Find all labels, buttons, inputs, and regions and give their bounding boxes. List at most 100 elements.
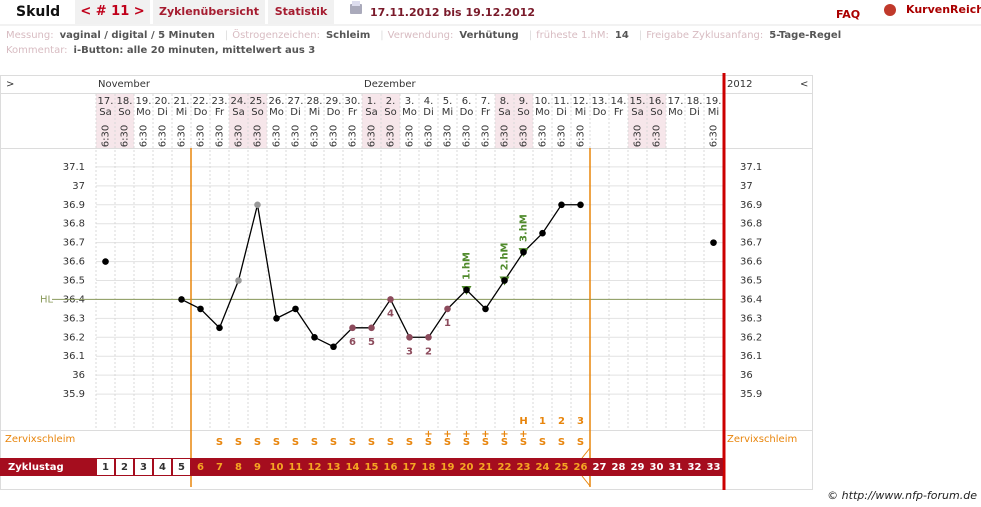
time-label: 6:30 [386, 125, 397, 147]
date-label: 25. [250, 96, 266, 107]
cycle-day: 19 [441, 462, 455, 473]
weekday-label: Di [423, 107, 433, 118]
date-label: 14. [611, 96, 627, 107]
mucus-symbol: S [235, 437, 242, 448]
date-label: 22. [193, 96, 209, 107]
cycle-day: 28 [612, 462, 626, 473]
temperature-point [577, 201, 584, 209]
weekday-label: So [384, 107, 396, 118]
info-value: Verhütung [459, 30, 519, 41]
weekday-label: So [517, 107, 529, 118]
faq-link[interactable]: FAQ [836, 8, 861, 21]
peak-label: 1 [539, 416, 546, 427]
low-label: 4 [387, 308, 394, 319]
mucus-symbol: S [501, 437, 508, 448]
date-label: 17. [668, 96, 684, 107]
cycle-day: 22 [498, 462, 512, 473]
cycle-day: 16 [384, 462, 398, 473]
weekday-label: Sa [631, 107, 643, 118]
mucus-symbol: S [463, 437, 470, 448]
cycle-day: 33 [707, 462, 721, 473]
weekday-label: Do [460, 107, 474, 118]
separator: | [528, 30, 533, 41]
y-tick-label: 37.1 [740, 162, 762, 173]
comment-line: Kommentar: i-Button: alle 20 minuten, mit… [6, 45, 325, 56]
logo-icon [884, 4, 896, 16]
date-label: 8. [500, 96, 510, 107]
temperature-point [178, 296, 185, 303]
low-label: 1 [444, 318, 451, 329]
cycle-cell [173, 459, 190, 475]
mucus-symbol: S [482, 437, 489, 448]
temperature-point [444, 305, 451, 313]
date-label: 19. [706, 96, 722, 107]
y-tick-label: 36.5 [740, 276, 762, 287]
y-tick-label: 36.1 [63, 351, 85, 362]
time-label: 6:30 [462, 125, 473, 147]
mucus-label: Zervixschleim [727, 434, 797, 445]
date-label: 18. [117, 96, 133, 107]
cycle-day: 11 [289, 462, 303, 473]
cycle-day: 9 [254, 462, 261, 473]
info-line: Messung: vaginal / digital / 5 Minuten | Ös… [6, 30, 851, 41]
time-label: 6:30 [101, 125, 112, 147]
hm-label: 1.hM [462, 252, 473, 280]
time-label: 6:30 [538, 125, 549, 147]
date-label: 6. [462, 96, 472, 107]
separator: | [638, 30, 643, 41]
mucus-symbol: S [406, 437, 413, 448]
weekday-label: So [251, 107, 263, 118]
year: 2012 [727, 79, 752, 90]
weekday-label: Sa [498, 107, 510, 118]
info-label: Verwendung: [387, 30, 454, 41]
date-label: 12. [573, 96, 589, 107]
weekend-shade [115, 94, 134, 148]
hm-label: 2.hM [500, 243, 511, 271]
mucus-plus: + [481, 429, 489, 440]
period: 17.11.2012 bis 19.12.2012 [370, 6, 536, 19]
temperature-point [463, 286, 470, 294]
weekday-label: Mo [402, 107, 417, 118]
date-label: 23. [212, 96, 228, 107]
info-value: vaginal / digital / 5 Minuten [59, 30, 215, 41]
time-label: 6:30 [557, 125, 568, 147]
cycle-day: 17 [403, 462, 417, 473]
weekday-label: Sa [99, 107, 111, 118]
mucus-symbol: S [273, 437, 280, 448]
info-value: 5-Tage-Regel [769, 30, 842, 41]
y-tick-label: 36 [740, 370, 753, 381]
low-label: 5 [368, 337, 375, 348]
date-label: 3. [405, 96, 415, 107]
tab[interactable]: Statistik [268, 0, 334, 24]
date-label: 7. [481, 96, 491, 107]
temperature-point [254, 201, 261, 209]
mucus-symbol: S [425, 437, 432, 448]
cycle-day: 20 [460, 462, 474, 473]
time-label: 6:30 [120, 125, 131, 147]
mucus-label: Zervixschleim [5, 434, 75, 445]
temperature-point [368, 324, 375, 332]
info-label: Messung: [6, 30, 54, 41]
cycle-day: 15 [365, 462, 379, 473]
print-icon[interactable] [350, 4, 362, 14]
y-tick-label: 35.9 [63, 389, 85, 400]
mucus-symbol: S [216, 437, 223, 448]
time-label: 6:30 [215, 125, 226, 147]
low-label: 3 [406, 346, 413, 357]
mucus-symbol: S [254, 437, 261, 448]
y-tick-label: 36 [72, 370, 85, 381]
logo-text[interactable]: KurvenReich [906, 3, 981, 16]
temperature-point [425, 333, 432, 341]
time-label: 6:30 [139, 125, 150, 147]
low-label: 6 [349, 337, 356, 348]
cycle-day: 32 [688, 462, 702, 473]
cycle-nav[interactable]: < # 11 > [75, 0, 150, 24]
weekday-label: Sa [232, 107, 244, 118]
cycle-day: 31 [669, 462, 683, 473]
y-tick-label: 36.6 [740, 257, 762, 268]
tab[interactable]: Zyklenübersicht [153, 0, 265, 24]
date-label: 11. [554, 96, 570, 107]
y-tick-label: 35.9 [740, 389, 762, 400]
mucus-symbol: S [330, 437, 337, 448]
date-label: 17. [98, 96, 114, 107]
